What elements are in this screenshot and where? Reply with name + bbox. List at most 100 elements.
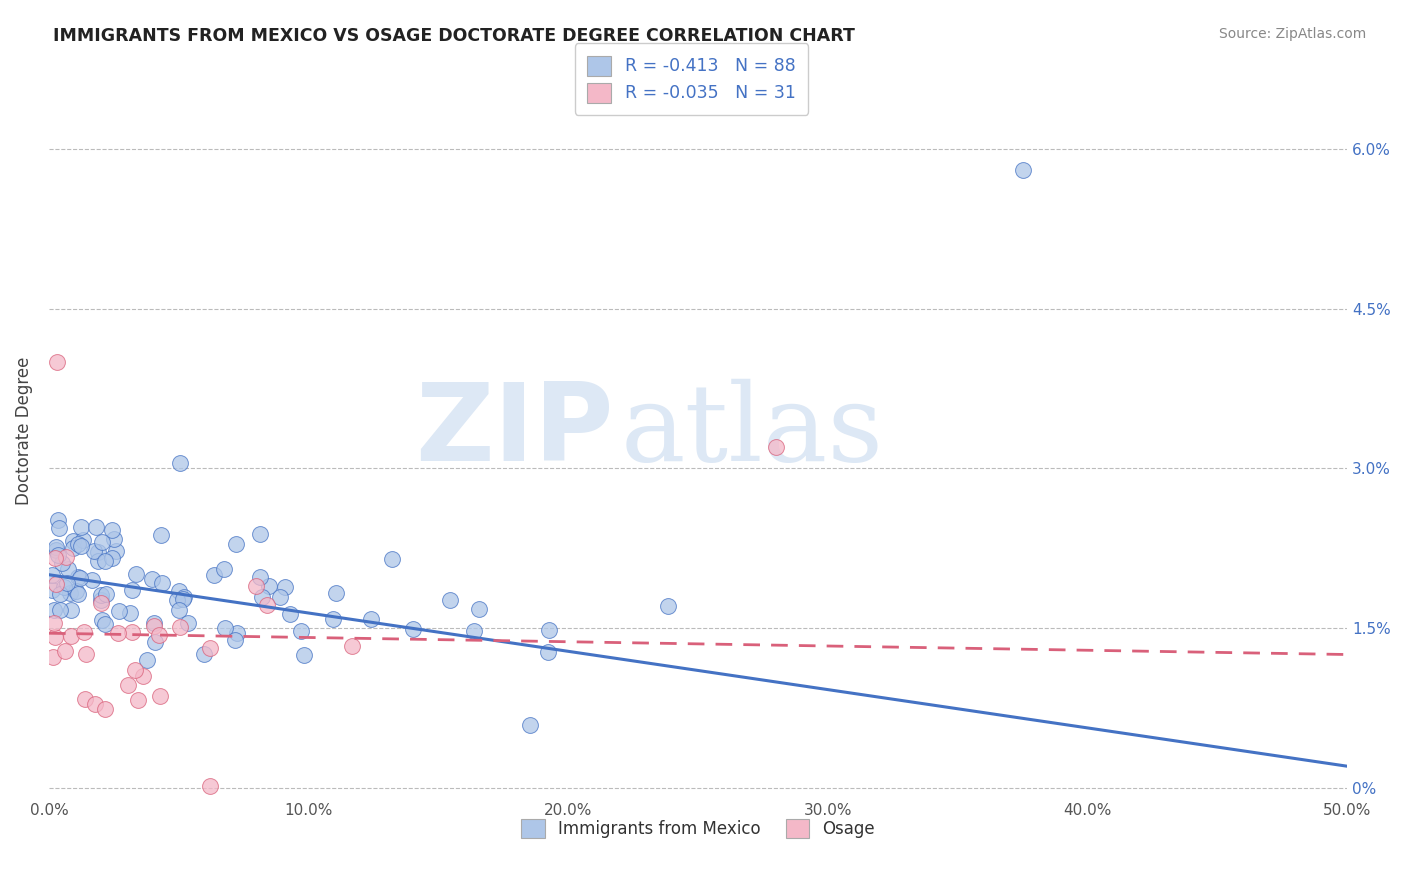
- Point: [55, 549, 77, 564]
- Point: [90, 596, 112, 610]
- Point: [132, 669, 155, 683]
- Point: [59, 586, 82, 600]
- Point: [48, 548, 70, 562]
- Point: [149, 689, 172, 703]
- Point: [42, 650, 65, 665]
- Point: [202, 568, 225, 582]
- Point: [149, 528, 172, 542]
- Legend: Immigrants from Mexico, Osage: Immigrants from Mexico, Osage: [515, 813, 882, 845]
- Point: [148, 628, 170, 642]
- Point: [124, 663, 146, 677]
- Point: [72, 624, 94, 639]
- Point: [90, 593, 112, 607]
- Point: [121, 582, 143, 597]
- Point: [69, 539, 91, 553]
- Point: [41, 582, 63, 597]
- Point: [91, 534, 114, 549]
- Point: [142, 615, 165, 630]
- Point: [150, 576, 173, 591]
- Point: [60, 629, 83, 643]
- Point: [292, 648, 315, 662]
- Y-axis label: Doctorate Degree: Doctorate Degree: [15, 357, 32, 505]
- Point: [169, 456, 191, 470]
- Point: [127, 692, 149, 706]
- Point: [225, 537, 247, 551]
- Point: [537, 645, 560, 659]
- Point: [141, 572, 163, 586]
- Point: [44, 615, 66, 630]
- Point: [121, 625, 143, 640]
- Text: ZIP: ZIP: [415, 378, 614, 484]
- Point: [65, 584, 87, 599]
- Point: [245, 579, 267, 593]
- Point: [125, 567, 148, 582]
- Point: [44, 630, 66, 644]
- Point: [83, 543, 105, 558]
- Point: [56, 562, 79, 576]
- Point: [290, 624, 312, 639]
- Point: [41, 567, 63, 582]
- Point: [172, 591, 194, 606]
- Point: [45, 540, 67, 554]
- Point: [69, 571, 91, 585]
- Point: [657, 599, 679, 614]
- Point: [250, 591, 273, 605]
- Point: [45, 543, 67, 558]
- Point: [59, 603, 82, 617]
- Point: [257, 579, 280, 593]
- Point: [169, 619, 191, 633]
- Point: [439, 592, 461, 607]
- Point: [143, 634, 166, 648]
- Point: [90, 588, 112, 602]
- Point: [84, 520, 107, 534]
- Point: [108, 604, 131, 618]
- Point: [48, 521, 70, 535]
- Point: [214, 621, 236, 635]
- Point: [340, 639, 363, 653]
- Point: [198, 640, 221, 655]
- Point: [463, 624, 485, 638]
- Point: [45, 355, 67, 369]
- Point: [226, 626, 249, 640]
- Point: [765, 440, 787, 454]
- Point: [75, 692, 97, 706]
- Point: [80, 573, 103, 587]
- Point: [94, 702, 117, 716]
- Point: [212, 562, 235, 576]
- Point: [46, 513, 69, 527]
- Point: [1011, 163, 1033, 178]
- Point: [468, 602, 491, 616]
- Point: [101, 523, 124, 537]
- Point: [75, 648, 97, 662]
- Point: [44, 551, 66, 566]
- Point: [101, 551, 124, 566]
- Point: [256, 598, 278, 612]
- Point: [42, 603, 65, 617]
- Point: [66, 570, 89, 584]
- Point: [249, 526, 271, 541]
- Point: [278, 607, 301, 621]
- Point: [118, 606, 141, 620]
- Point: [51, 557, 73, 571]
- Point: [117, 677, 139, 691]
- Point: [53, 643, 76, 657]
- Point: [67, 587, 90, 601]
- Point: [193, 647, 215, 661]
- Point: [381, 552, 404, 566]
- Point: [200, 780, 222, 794]
- Point: [249, 570, 271, 584]
- Point: [45, 577, 67, 591]
- Point: [72, 533, 94, 547]
- Point: [49, 587, 72, 601]
- Point: [91, 613, 114, 627]
- Point: [94, 554, 117, 568]
- Point: [49, 603, 72, 617]
- Point: [96, 587, 118, 601]
- Point: [143, 619, 166, 633]
- Point: [62, 541, 84, 555]
- Point: [62, 534, 84, 549]
- Point: [269, 590, 291, 604]
- Point: [135, 653, 157, 667]
- Point: [177, 615, 200, 630]
- Point: [169, 584, 191, 599]
